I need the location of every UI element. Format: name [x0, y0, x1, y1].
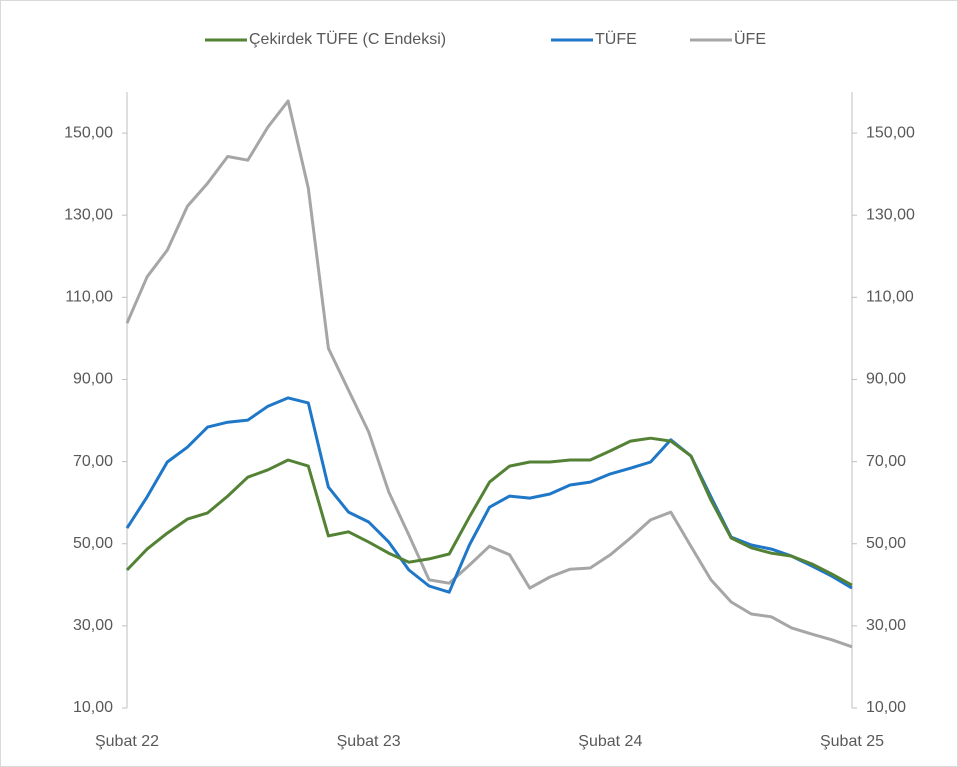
y2-tick-label: 150,00 [866, 124, 915, 141]
y-tick-label: 110,00 [65, 289, 113, 306]
y2-tick-label: 70,00 [866, 453, 906, 470]
x-tick-label: Şubat 22 [95, 733, 159, 750]
y2-tick-label: 10,00 [866, 699, 906, 716]
y-tick-label: 10,00 [73, 699, 113, 716]
y2-tick-label: 90,00 [866, 371, 906, 388]
x-tick-label: Şubat 25 [820, 733, 884, 750]
y2-tick-label: 30,00 [866, 617, 906, 634]
y-tick-label: 50,00 [73, 535, 113, 552]
legend-label: ÜFE [734, 30, 766, 48]
y2-tick-label: 130,00 [866, 206, 915, 223]
x-tick-label: Şubat 23 [337, 733, 401, 750]
series-line [125, 436, 853, 587]
legend-label: Çekirdek TÜFE (C Endeksi) [249, 30, 446, 48]
y2-tick-label: 110,00 [866, 289, 914, 306]
legend-label: TÜFE [595, 30, 637, 48]
y-tick-label: 130,00 [64, 206, 113, 223]
y2-tick-label: 50,00 [866, 535, 906, 552]
y-tick-label: 90,00 [73, 371, 113, 388]
y-tick-label: 30,00 [73, 617, 113, 634]
y-tick-label: 70,00 [73, 453, 113, 470]
x-tick-label: Şubat 24 [578, 733, 642, 750]
y-tick-label: 150,00 [64, 124, 113, 141]
series-line [125, 99, 853, 649]
